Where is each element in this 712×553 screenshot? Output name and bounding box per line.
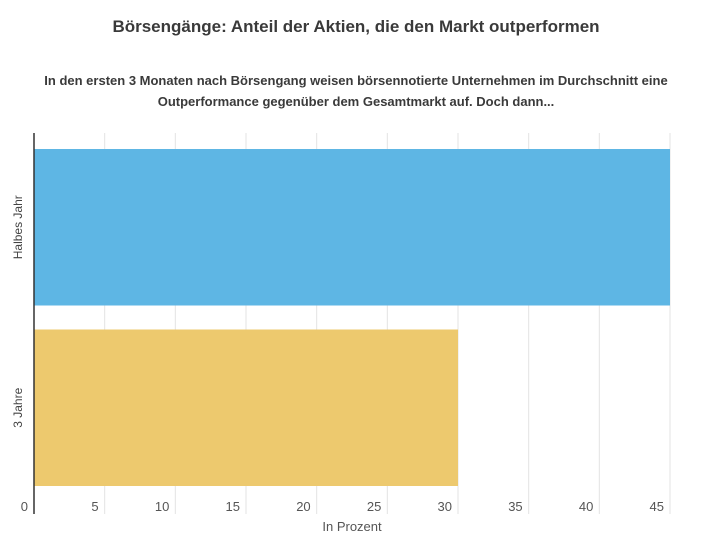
x-tick-label: 10 <box>155 499 169 514</box>
x-tick-label: 30 <box>438 499 452 514</box>
x-tick-label: 45 <box>650 499 664 514</box>
x-tick-labels: 0 5 10 15 20 25 30 35 40 45 <box>21 499 664 514</box>
x-tick-label: 35 <box>508 499 522 514</box>
category-labels: Halbes Jahr 3 Jahre <box>11 195 25 428</box>
x-tick-label: 15 <box>226 499 240 514</box>
x-tick-label: 5 <box>91 499 98 514</box>
category-label: Halbes Jahr <box>11 195 25 259</box>
x-tick-label: 25 <box>367 499 381 514</box>
category-label: 3 Jahre <box>11 387 25 427</box>
x-tick-label: 40 <box>579 499 593 514</box>
x-tick-label: 20 <box>296 499 310 514</box>
bar-halbes-jahr <box>34 149 670 306</box>
x-axis-label: In Prozent <box>322 519 382 534</box>
bar-3-jahre <box>34 329 458 486</box>
chart-title: Börsengänge: Anteil der Aktien, die den … <box>112 17 600 36</box>
chart-subtitle: In den ersten 3 Monaten nach Börsengang … <box>44 73 668 109</box>
x-tick-label: 0 <box>21 499 28 514</box>
bars <box>34 149 670 486</box>
